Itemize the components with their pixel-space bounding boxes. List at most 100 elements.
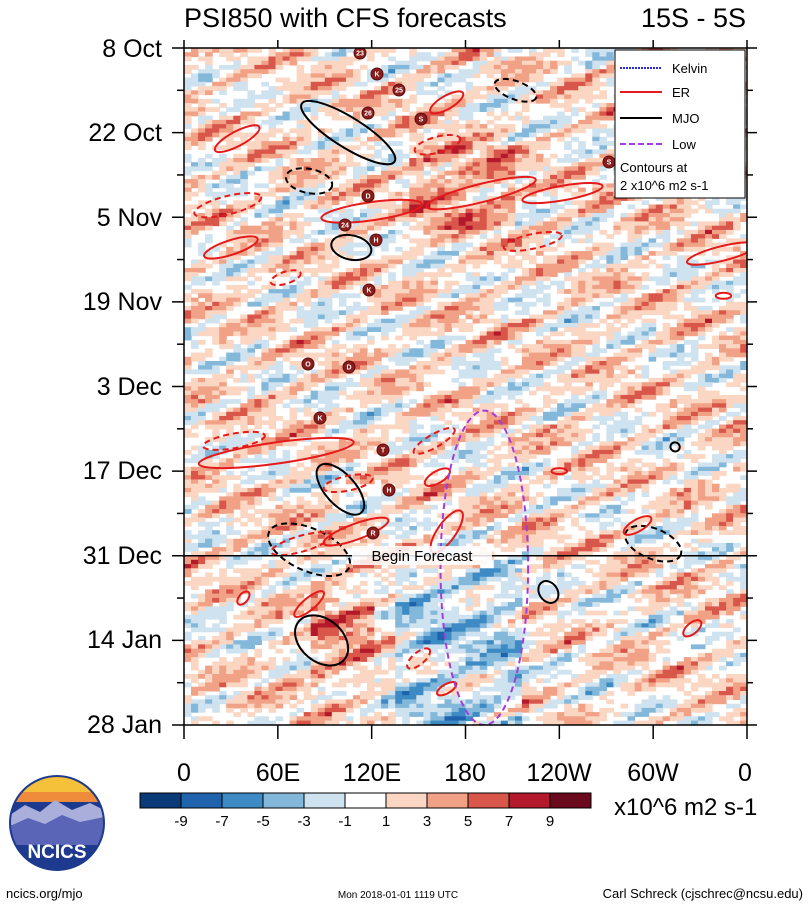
- anomaly-cell: [571, 293, 579, 299]
- anomaly-cell: [261, 323, 269, 328]
- anomaly-cell: [676, 318, 685, 324]
- anomaly-cell: [444, 234, 453, 239]
- anomaly-cell: [690, 259, 699, 265]
- anomaly-cell: [409, 293, 417, 299]
- anomaly-cell: [655, 225, 664, 231]
- anomaly-cell: [592, 356, 600, 362]
- anomaly-cell: [712, 407, 720, 413]
- anomaly-cell: [388, 103, 396, 108]
- anomaly-cell: [367, 94, 375, 100]
- anomaly-cell: [627, 289, 636, 294]
- anomaly-cell: [507, 183, 516, 189]
- anomaly-cell: [198, 48, 206, 53]
- anomaly-cell: [205, 128, 213, 134]
- anomaly-cell: [268, 94, 277, 100]
- anomaly-cell: [205, 217, 213, 222]
- anomaly-cell: [543, 225, 551, 231]
- anomaly-cell: [578, 323, 586, 328]
- anomaly-cell: [345, 200, 354, 206]
- anomaly-cell: [219, 124, 227, 129]
- anomaly-cell: [592, 221, 600, 227]
- anomaly-cell: [500, 69, 509, 74]
- anomaly-cell: [317, 407, 326, 413]
- anomaly-cell: [486, 403, 495, 409]
- anomaly-cell: [360, 251, 368, 256]
- anomaly-cell: [198, 225, 206, 231]
- anomaly-cell: [317, 352, 326, 358]
- anomaly-cell: [465, 394, 474, 400]
- anomaly-cell: [437, 399, 445, 404]
- anomaly-cell: [437, 229, 445, 235]
- anomaly-cell: [254, 344, 262, 349]
- anomaly-cell: [585, 365, 593, 371]
- anomaly-cell: [275, 352, 284, 358]
- anomaly-cell: [233, 48, 241, 53]
- chart-title: PSI850 with CFS forecasts: [184, 3, 507, 33]
- anomaly-cell: [409, 276, 417, 282]
- anomaly-cell: [444, 64, 453, 70]
- anomaly-cell: [493, 229, 502, 235]
- anomaly-cell: [641, 339, 650, 345]
- anomaly-cell: [261, 268, 269, 273]
- anomaly-cell: [536, 141, 544, 146]
- anomaly-cell: [669, 331, 678, 337]
- anomaly-cell: [409, 280, 417, 286]
- anomaly-cell: [606, 246, 614, 252]
- anomaly-cell: [627, 251, 636, 256]
- anomaly-cell: [451, 187, 460, 193]
- anomaly-cell: [472, 132, 481, 138]
- anomaly-cell: [606, 149, 614, 155]
- anomaly-cell: [705, 284, 713, 290]
- anomaly-cell: [247, 348, 255, 354]
- anomaly-cell: [606, 77, 614, 83]
- anomaly-cell: [254, 153, 262, 159]
- anomaly-cell: [444, 356, 453, 362]
- anomaly-cell: [381, 373, 389, 379]
- anomaly-cell: [296, 251, 305, 256]
- anomaly-cell: [198, 263, 206, 269]
- anomaly-cell: [550, 81, 558, 87]
- anomaly-cell: [529, 238, 537, 244]
- anomaly-cell: [493, 132, 502, 138]
- anomaly-cell: [233, 234, 241, 239]
- anomaly-cell: [430, 64, 438, 70]
- anomaly-cell: [233, 276, 241, 282]
- anomaly-cell: [620, 284, 629, 290]
- anomaly-cell: [599, 390, 607, 396]
- anomaly-cell: [564, 86, 572, 91]
- anomaly-cell: [430, 225, 438, 231]
- anomaly-cell: [493, 149, 502, 155]
- anomaly-cell: [536, 373, 544, 379]
- anomaly-cell: [310, 327, 319, 332]
- anomaly-cell: [578, 153, 586, 159]
- anomaly-cell: [529, 149, 537, 155]
- anomaly-cell: [226, 399, 234, 404]
- anomaly-cell: [486, 339, 495, 345]
- anomaly-cell: [338, 361, 347, 366]
- anomaly-cell: [627, 229, 636, 235]
- anomaly-cell: [219, 331, 227, 337]
- anomaly-cell: [324, 255, 333, 261]
- anomaly-cell: [585, 382, 593, 387]
- anomaly-cell: [353, 183, 361, 189]
- anomaly-cell: [261, 314, 269, 320]
- anomaly-cell: [493, 64, 502, 70]
- anomaly-cell: [198, 107, 206, 112]
- anomaly-cell: [479, 251, 488, 256]
- anomaly-cell: [733, 238, 741, 244]
- anomaly-cell: [303, 399, 312, 404]
- anomaly-cell: [697, 276, 706, 282]
- anomaly-cell: [500, 217, 509, 222]
- anomaly-cell: [275, 200, 284, 206]
- anomaly-cell: [585, 318, 593, 324]
- anomaly-cell: [641, 229, 650, 235]
- anomaly-cell: [409, 86, 417, 91]
- anomaly-cell: [514, 64, 523, 70]
- anomaly-cell: [303, 246, 312, 252]
- anomaly-cell: [282, 306, 291, 311]
- anomaly-cell: [712, 403, 720, 409]
- anomaly-cell: [451, 153, 460, 159]
- anomaly-cell: [564, 272, 572, 277]
- anomaly-cell: [416, 174, 424, 180]
- anomaly-cell: [310, 115, 319, 121]
